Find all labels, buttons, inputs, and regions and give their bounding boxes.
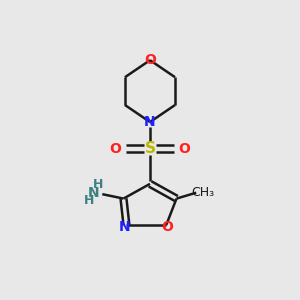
Text: O: O — [162, 220, 174, 234]
Text: O: O — [144, 53, 156, 67]
Text: O: O — [110, 142, 122, 155]
Text: H: H — [92, 178, 103, 191]
Text: N: N — [88, 186, 100, 200]
Text: N: N — [144, 115, 156, 129]
Text: H: H — [84, 194, 94, 207]
Text: CH₃: CH₃ — [191, 186, 214, 199]
Text: O: O — [178, 142, 190, 155]
Text: N: N — [118, 220, 130, 234]
Text: S: S — [145, 141, 155, 156]
